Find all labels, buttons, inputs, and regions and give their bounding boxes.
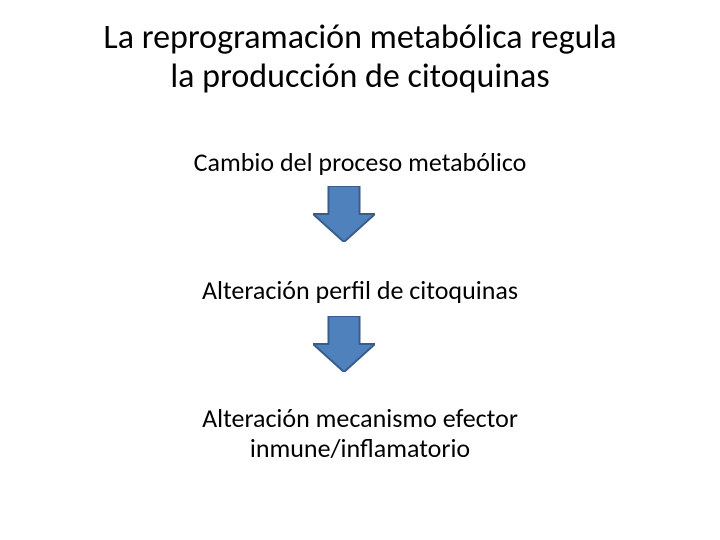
flow-step-2: Alteración perfil de citoquinas (0, 276, 720, 306)
title-line-1: La reprogramación metabólica regula (103, 17, 616, 58)
flow-step-3: Alteración mecanismo efectorinmune/infla… (0, 404, 720, 464)
slide-title: La reprogramación metabólica regula la p… (0, 18, 720, 96)
down-arrow-2 (0, 316, 720, 372)
title-line-2: la producción de citoquinas (170, 56, 549, 97)
flow-step-1: Cambio del proceso metabólico (0, 148, 720, 178)
down-arrow-1 (0, 186, 720, 242)
